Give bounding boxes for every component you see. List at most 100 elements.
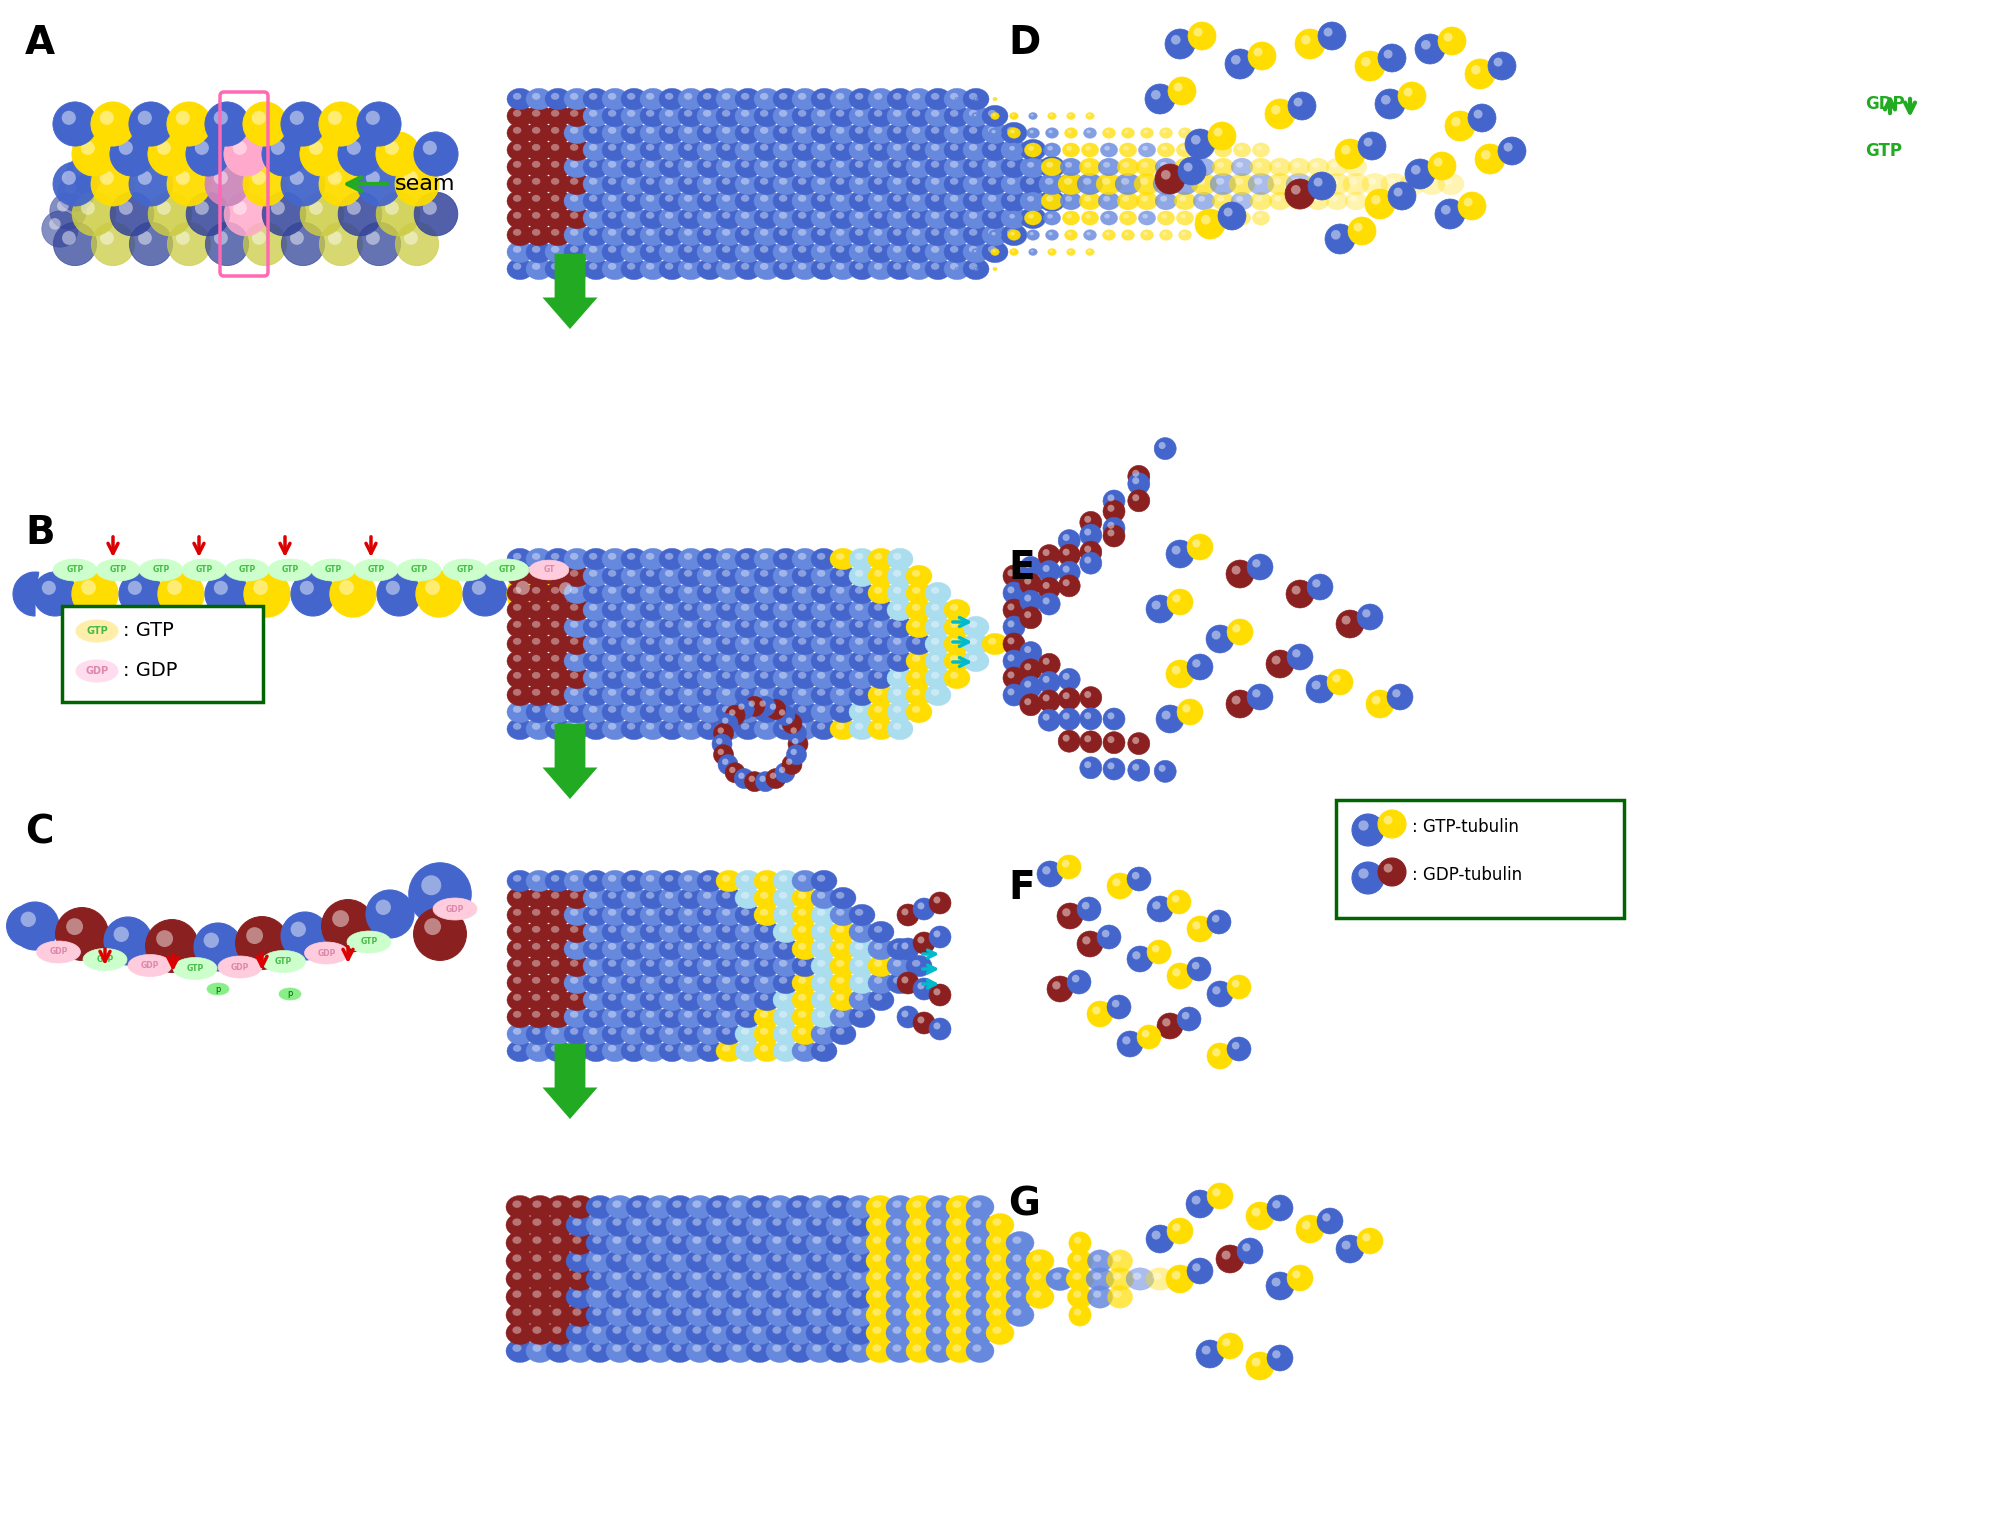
Ellipse shape [746,1250,774,1273]
Circle shape [1172,666,1180,675]
Text: GTP: GTP [152,566,170,575]
Ellipse shape [672,1344,682,1351]
Ellipse shape [620,258,648,279]
Circle shape [1342,1241,1350,1250]
Ellipse shape [716,583,742,604]
Ellipse shape [760,552,768,560]
Ellipse shape [564,905,590,925]
Ellipse shape [1006,127,1016,133]
Ellipse shape [866,1267,894,1290]
Circle shape [756,772,776,792]
Ellipse shape [912,1309,922,1316]
Ellipse shape [830,89,856,109]
Circle shape [1024,681,1032,687]
Ellipse shape [786,1232,814,1255]
Ellipse shape [698,887,724,908]
Circle shape [1068,969,1092,994]
Ellipse shape [982,224,1008,245]
Ellipse shape [754,600,780,621]
Ellipse shape [830,241,856,262]
Circle shape [366,110,380,124]
Circle shape [422,876,442,896]
Circle shape [1104,489,1124,512]
Ellipse shape [778,569,788,577]
Ellipse shape [736,566,760,586]
Ellipse shape [684,891,692,899]
Circle shape [782,755,802,775]
Ellipse shape [686,1195,714,1218]
Ellipse shape [526,684,552,706]
Text: F: F [1008,868,1034,907]
Ellipse shape [1082,178,1092,184]
Ellipse shape [924,190,952,212]
Circle shape [1082,936,1090,945]
Text: GDP: GDP [230,962,250,971]
Ellipse shape [608,161,616,167]
Ellipse shape [892,1309,902,1316]
Ellipse shape [726,1195,754,1218]
Ellipse shape [722,229,730,236]
Circle shape [80,201,94,215]
Circle shape [376,572,420,617]
Ellipse shape [868,89,894,109]
Circle shape [1208,1043,1232,1069]
Ellipse shape [678,684,704,706]
Ellipse shape [526,718,552,739]
Ellipse shape [716,887,742,908]
Ellipse shape [716,123,742,144]
Ellipse shape [632,1255,642,1262]
Ellipse shape [626,927,636,933]
Ellipse shape [512,1272,522,1279]
Circle shape [50,218,60,230]
Ellipse shape [698,140,724,161]
Ellipse shape [584,1040,608,1062]
Ellipse shape [760,943,768,950]
Ellipse shape [544,634,572,655]
Ellipse shape [812,89,836,109]
Ellipse shape [512,195,522,202]
Ellipse shape [716,634,742,655]
Circle shape [1162,710,1170,719]
Ellipse shape [1006,144,1016,150]
Ellipse shape [966,1232,994,1255]
Ellipse shape [1350,163,1358,167]
Ellipse shape [732,1218,742,1226]
Circle shape [1062,735,1070,741]
Ellipse shape [664,262,674,270]
Ellipse shape [740,977,750,983]
Ellipse shape [608,1028,616,1035]
Ellipse shape [988,212,996,219]
Ellipse shape [564,156,590,178]
Ellipse shape [1126,1267,1154,1290]
Ellipse shape [678,173,704,195]
Ellipse shape [588,621,598,627]
Ellipse shape [698,548,724,569]
Ellipse shape [754,106,780,127]
Ellipse shape [606,1267,634,1290]
Ellipse shape [982,123,1008,144]
Ellipse shape [798,178,806,184]
Ellipse shape [660,617,684,638]
Ellipse shape [532,1344,542,1351]
Ellipse shape [932,1218,942,1226]
Ellipse shape [1100,143,1118,156]
Ellipse shape [874,994,882,1000]
Circle shape [166,101,212,146]
Ellipse shape [684,178,692,184]
Ellipse shape [830,905,856,925]
Ellipse shape [906,600,932,621]
Ellipse shape [1158,143,1174,156]
Ellipse shape [620,887,648,908]
Ellipse shape [722,144,730,150]
Ellipse shape [906,140,932,161]
Ellipse shape [766,1304,794,1327]
Ellipse shape [754,650,780,672]
Ellipse shape [632,1218,642,1226]
Ellipse shape [608,569,616,577]
Circle shape [1038,653,1060,675]
Ellipse shape [1008,230,1020,241]
Circle shape [928,1019,952,1040]
Ellipse shape [836,723,844,730]
Ellipse shape [888,224,912,245]
Ellipse shape [1086,112,1094,120]
